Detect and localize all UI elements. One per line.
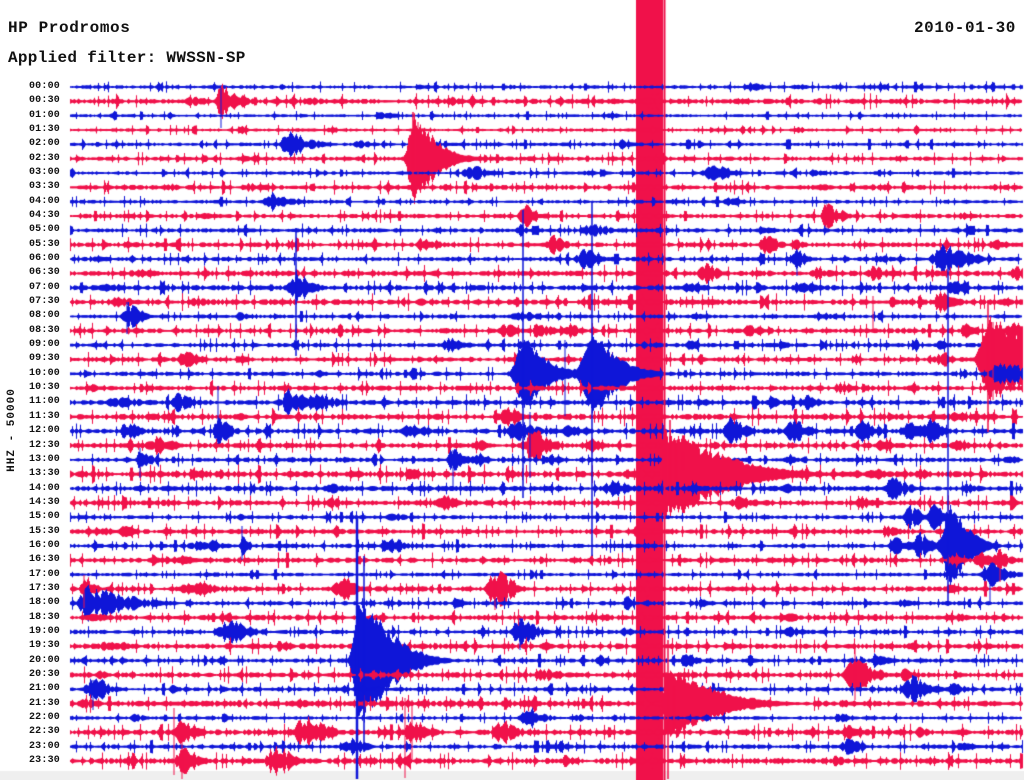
- time-label: 12:00: [28, 425, 60, 437]
- time-label: 03:30: [28, 181, 60, 193]
- time-label: 14:00: [28, 482, 60, 494]
- time-label: 13:00: [28, 453, 60, 465]
- time-label: 04:30: [28, 210, 60, 222]
- time-label: 14:30: [28, 496, 60, 508]
- time-label: 08:30: [28, 324, 60, 336]
- time-label: 23:00: [28, 740, 60, 752]
- time-label: 21:00: [28, 683, 60, 695]
- time-label: 06:30: [28, 267, 60, 279]
- time-label: 22:00: [28, 711, 60, 723]
- time-label: 07:30: [28, 296, 60, 308]
- time-label: 22:30: [28, 726, 60, 738]
- time-label: 02:30: [28, 152, 60, 164]
- time-label: 21:30: [28, 697, 60, 709]
- time-label: 18:30: [28, 611, 60, 623]
- time-label: 01:00: [28, 109, 60, 121]
- time-label: 09:30: [28, 353, 60, 365]
- time-label: 05:30: [28, 238, 60, 250]
- time-label: 11:30: [28, 410, 60, 422]
- time-label: 10:30: [28, 382, 60, 394]
- time-label: 13:30: [28, 468, 60, 480]
- time-label: 07:00: [28, 281, 60, 293]
- time-label: 11:00: [28, 396, 60, 408]
- time-label: 16:30: [28, 554, 60, 566]
- time-label: 15:30: [28, 525, 60, 537]
- time-label: 18:00: [28, 597, 60, 609]
- time-label: 08:00: [28, 310, 60, 322]
- time-label: 10:00: [28, 367, 60, 379]
- filter-label: Applied filter: WWSSN-SP: [8, 49, 246, 67]
- time-label: 17:30: [28, 582, 60, 594]
- time-label: 05:00: [28, 224, 60, 236]
- time-label: 23:30: [28, 754, 60, 766]
- time-label: 19:30: [28, 640, 60, 652]
- time-label: 01:30: [28, 124, 60, 136]
- station-title: HP Prodromos: [8, 19, 131, 37]
- time-label: 02:00: [28, 138, 60, 150]
- time-label: 20:30: [28, 668, 60, 680]
- time-label: 15:00: [28, 511, 60, 523]
- time-label: 00:30: [28, 95, 60, 107]
- time-label: 20:00: [28, 654, 60, 666]
- time-label: 03:00: [28, 167, 60, 179]
- time-label: 06:00: [28, 253, 60, 265]
- time-label: 09:00: [28, 339, 60, 351]
- date-label: 2010-01-30: [913, 19, 1016, 37]
- time-label: 16:00: [28, 539, 60, 551]
- time-label: 19:00: [28, 625, 60, 637]
- time-label: 04:00: [28, 195, 60, 207]
- time-label: 00:00: [28, 81, 60, 92]
- time-label: 17:00: [28, 568, 60, 580]
- time-label: 12:30: [28, 439, 60, 451]
